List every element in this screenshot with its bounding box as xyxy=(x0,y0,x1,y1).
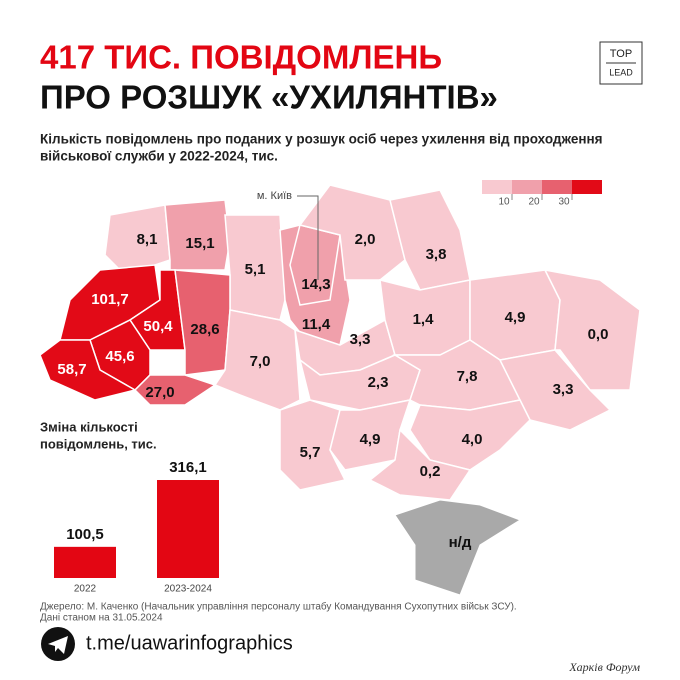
region xyxy=(289,224,341,306)
region-label: 50,4 xyxy=(143,318,173,335)
region-label: 0,0 xyxy=(588,326,609,343)
region-label: 3,3 xyxy=(553,381,574,398)
subtitle: військової служби у 2022-2024, тис. xyxy=(40,149,278,164)
callout-line xyxy=(297,195,319,280)
region-label: 4,9 xyxy=(505,309,526,326)
region-label: 11,4 xyxy=(302,316,331,333)
region xyxy=(279,399,347,491)
kyiv-callout: м. Київ xyxy=(257,190,292,202)
region-label: 15,1 xyxy=(185,235,214,252)
source-date: Дані станом на 31.05.2024 xyxy=(40,613,163,624)
region xyxy=(409,399,531,471)
region-label: 101,7 xyxy=(91,291,129,308)
link[interactable]: t.me/uawarinfographics xyxy=(86,632,293,654)
x-tick-label: 2023-2024 xyxy=(164,584,212,595)
region-label: 3,8 xyxy=(426,246,447,263)
subtitle: Кількість повідомлень про поданих у розш… xyxy=(40,132,603,147)
region-label: 7,0 xyxy=(250,353,271,370)
x-tick-label: 2022 xyxy=(74,584,97,595)
region xyxy=(368,428,472,501)
logo-bottom: LEAD xyxy=(609,67,633,77)
bar-chart: Зміна кількості повідомлень, тис. 100,5 202… xyxy=(40,419,219,595)
region-label: 2,0 xyxy=(355,231,376,248)
bar xyxy=(54,546,116,578)
region-label: 14,3 xyxy=(301,276,330,293)
title-line-2: ПРО РОЗШУК «УХИЛЯНТІВ» xyxy=(40,79,498,116)
legend-label: 30 xyxy=(558,197,570,208)
region-label: 4,9 xyxy=(360,431,381,448)
region-label: 2,3 xyxy=(368,374,389,391)
region xyxy=(298,184,406,281)
region-label: 3,3 xyxy=(350,331,371,348)
logo-box xyxy=(599,41,643,85)
logo-top: TOP xyxy=(610,48,632,60)
map: 10 20 30 8,1 15,1 5,1 14,3 11,4 2,0 3,8 101,7 50,4 2… xyxy=(39,180,641,596)
region-no-data xyxy=(394,499,522,596)
region-label: 45,6 xyxy=(105,348,134,365)
region-label: 58,7 xyxy=(57,361,86,378)
region-label: 28,6 xyxy=(190,321,219,338)
legend-swatch xyxy=(512,180,542,194)
region-label: 27,0 xyxy=(145,384,174,401)
region-label: 0,2 xyxy=(420,463,441,480)
bar-value-label: 100,5 xyxy=(66,526,104,543)
title-line-1: 417 ТИС. ПОВІДОМЛЕНЬ xyxy=(40,39,442,76)
legend-swatch xyxy=(542,180,572,194)
region xyxy=(39,339,137,401)
region-label: 1,4 xyxy=(413,311,435,328)
telegram-plane xyxy=(48,636,68,654)
region xyxy=(164,199,231,271)
region xyxy=(174,269,231,376)
no-data-label: н/д xyxy=(449,534,472,551)
legend-label: 10 xyxy=(498,197,510,208)
region xyxy=(389,189,471,291)
legend-swatch xyxy=(572,180,602,194)
region-label: 5,7 xyxy=(300,444,321,461)
watermark: Харків Форум xyxy=(568,660,640,674)
legend-label: 20 xyxy=(528,197,540,208)
bar-value-label: 316,1 xyxy=(169,459,207,476)
chart-title: повідомлень, тис. xyxy=(40,436,157,451)
legend-swatch xyxy=(482,180,512,194)
region-label: 4,0 xyxy=(462,431,483,448)
chart-title: Зміна кількості xyxy=(40,419,138,434)
source: Джерело: М. Каченко (Начальник управлінн… xyxy=(40,601,517,613)
bar xyxy=(157,480,219,578)
region-label: 5,1 xyxy=(245,261,266,278)
region-label: 7,8 xyxy=(457,368,478,385)
region-label: 8,1 xyxy=(137,231,158,248)
